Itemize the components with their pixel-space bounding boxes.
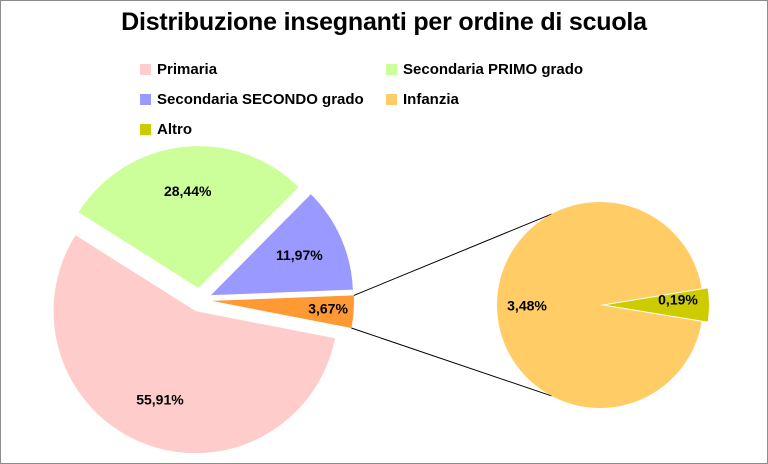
data-labels: 55,91% 28,44% 11,97% 3,67% 3,48% 0,19% (136, 183, 698, 408)
connector-lines (351, 213, 552, 397)
legend-label-secondaria-secondo: Secondaria SECONDO grado (157, 91, 364, 108)
legend-label-infanzia: Infanzia (403, 91, 459, 108)
secondary-pie (497, 202, 709, 408)
legend-swatch-infanzia (386, 94, 397, 105)
connector-top (353, 213, 552, 296)
data-label-primaria: 55,91% (136, 392, 184, 408)
chart-title: Distribuzione insegnanti per ordine di s… (121, 8, 647, 36)
secondary-slice-altro (606, 288, 709, 322)
data-label-altro: 0,19% (658, 292, 698, 308)
main-slice-other (211, 295, 354, 329)
legend-item-secondaria-primo: Secondaria PRIMO grado (386, 61, 583, 78)
legend-item-altro: Altro (140, 121, 192, 138)
data-label-other: 3,67% (308, 301, 348, 317)
legend-swatch-primaria (140, 64, 151, 75)
main-slice-primaria (53, 235, 335, 454)
secondary-slice-infanzia (497, 202, 702, 408)
legend-item-infanzia: Infanzia (386, 91, 459, 108)
legend-swatch-secondaria-primo (386, 64, 397, 75)
main-pie (53, 146, 354, 454)
legend-label-secondaria-primo: Secondaria PRIMO grado (403, 61, 584, 78)
data-label-infanzia: 3,48% (507, 298, 547, 314)
legend-label-primaria: Primaria (157, 61, 218, 78)
legend-label-altro: Altro (157, 121, 192, 138)
data-label-secondaria2: 11,97% (276, 247, 323, 263)
legend-item-secondaria-secondo: Secondaria SECONDO grado (140, 91, 364, 108)
legend-swatch-secondaria-secondo (140, 94, 151, 105)
data-label-secondaria1: 28,44% (164, 183, 212, 199)
legend-swatch-altro (140, 124, 151, 135)
main-slice-secondaria2 (210, 194, 353, 296)
legend-item-primaria: Primaria (140, 61, 217, 78)
connector-bottom (351, 327, 552, 397)
main-slice-secondaria1 (78, 146, 299, 289)
